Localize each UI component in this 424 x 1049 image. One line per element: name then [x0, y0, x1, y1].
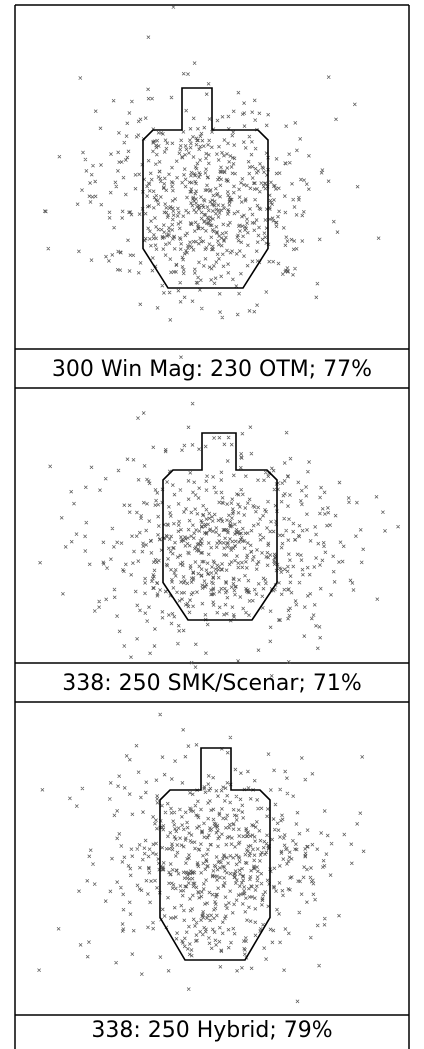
table-borders	[14, 4, 410, 1049]
caption: 300 Win Mag: 230 OTM; 77%	[52, 357, 372, 382]
hit-marks	[37, 712, 366, 1004]
caption: 338: 250 SMK/Scenar; 71%	[62, 671, 362, 696]
target-silhouette	[159, 747, 271, 961]
target-silhouette	[142, 87, 269, 289]
target-silhouette	[162, 432, 278, 621]
figures	[37, 5, 400, 1004]
caption: 338: 250 Hybrid; 79%	[91, 1018, 332, 1043]
hit-marks	[42, 5, 381, 360]
hit-marks	[38, 401, 400, 678]
